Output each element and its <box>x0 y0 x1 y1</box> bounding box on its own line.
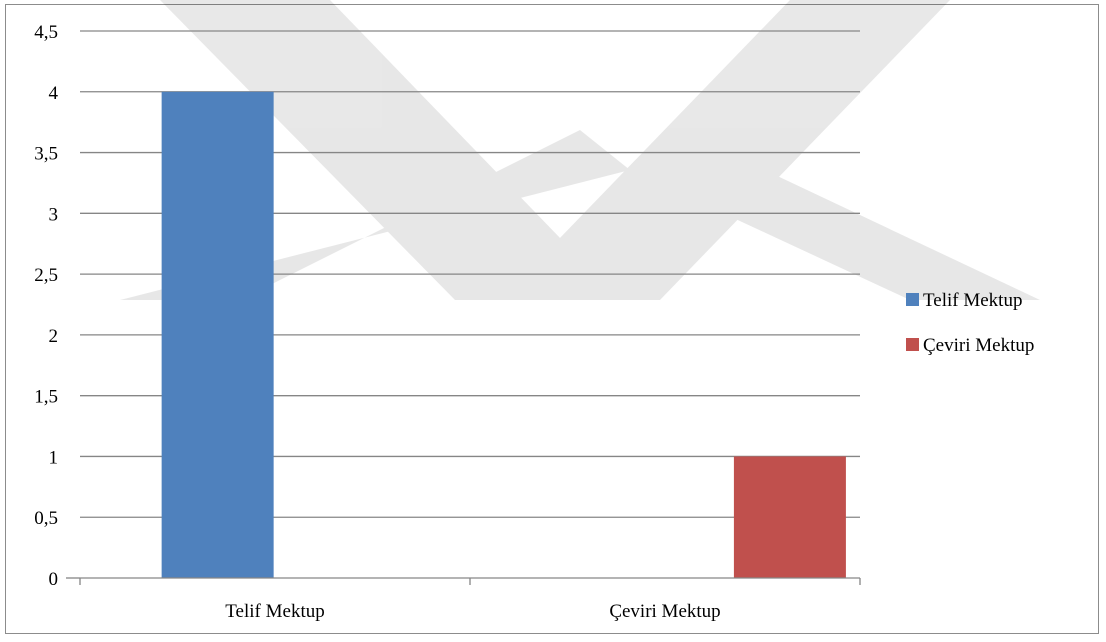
y-tick-label: 3,5 <box>34 144 58 165</box>
y-tick-label: 4,5 <box>34 22 58 43</box>
watermark-stroke-left-outer <box>160 0 620 300</box>
legend-label: Çeviri Mektup <box>923 335 1034 356</box>
legend-swatch <box>906 338 919 351</box>
y-tick-label: 1,5 <box>34 387 58 408</box>
y-tick-label: 4 <box>49 83 59 104</box>
bar-telif-mektup <box>161 91 274 579</box>
y-tick-label: 3 <box>49 204 59 225</box>
watermark-stroke-left-inner <box>120 130 630 300</box>
y-tick-label: 1 <box>49 447 59 468</box>
x-category-label: Çeviri Mektup <box>609 601 720 622</box>
x-category-labels: Telif Mektup Çeviri Mektup <box>225 601 720 622</box>
legend-swatch <box>906 293 919 306</box>
y-tick-label: 2 <box>49 326 59 347</box>
y-tick-label: 0 <box>49 569 59 590</box>
legend-label: Telif Mektup <box>923 290 1022 311</box>
legend: Telif Mektup Çeviri Mektup <box>906 290 1034 356</box>
bars <box>161 91 846 579</box>
watermark-stroke-right-inner <box>630 130 1040 300</box>
bar-çeviri-mektup <box>733 456 846 578</box>
axes <box>66 577 861 585</box>
x-category-label: Telif Mektup <box>225 601 324 622</box>
y-tick-label: 0,5 <box>34 508 58 529</box>
watermark-stroke-right-outer <box>500 0 950 300</box>
watermark <box>120 0 1040 300</box>
y-tick-label: 2,5 <box>34 265 58 286</box>
y-tick-labels: 0 0,5 1 1,5 2 2,5 3 3,5 4 4,5 <box>34 22 58 590</box>
